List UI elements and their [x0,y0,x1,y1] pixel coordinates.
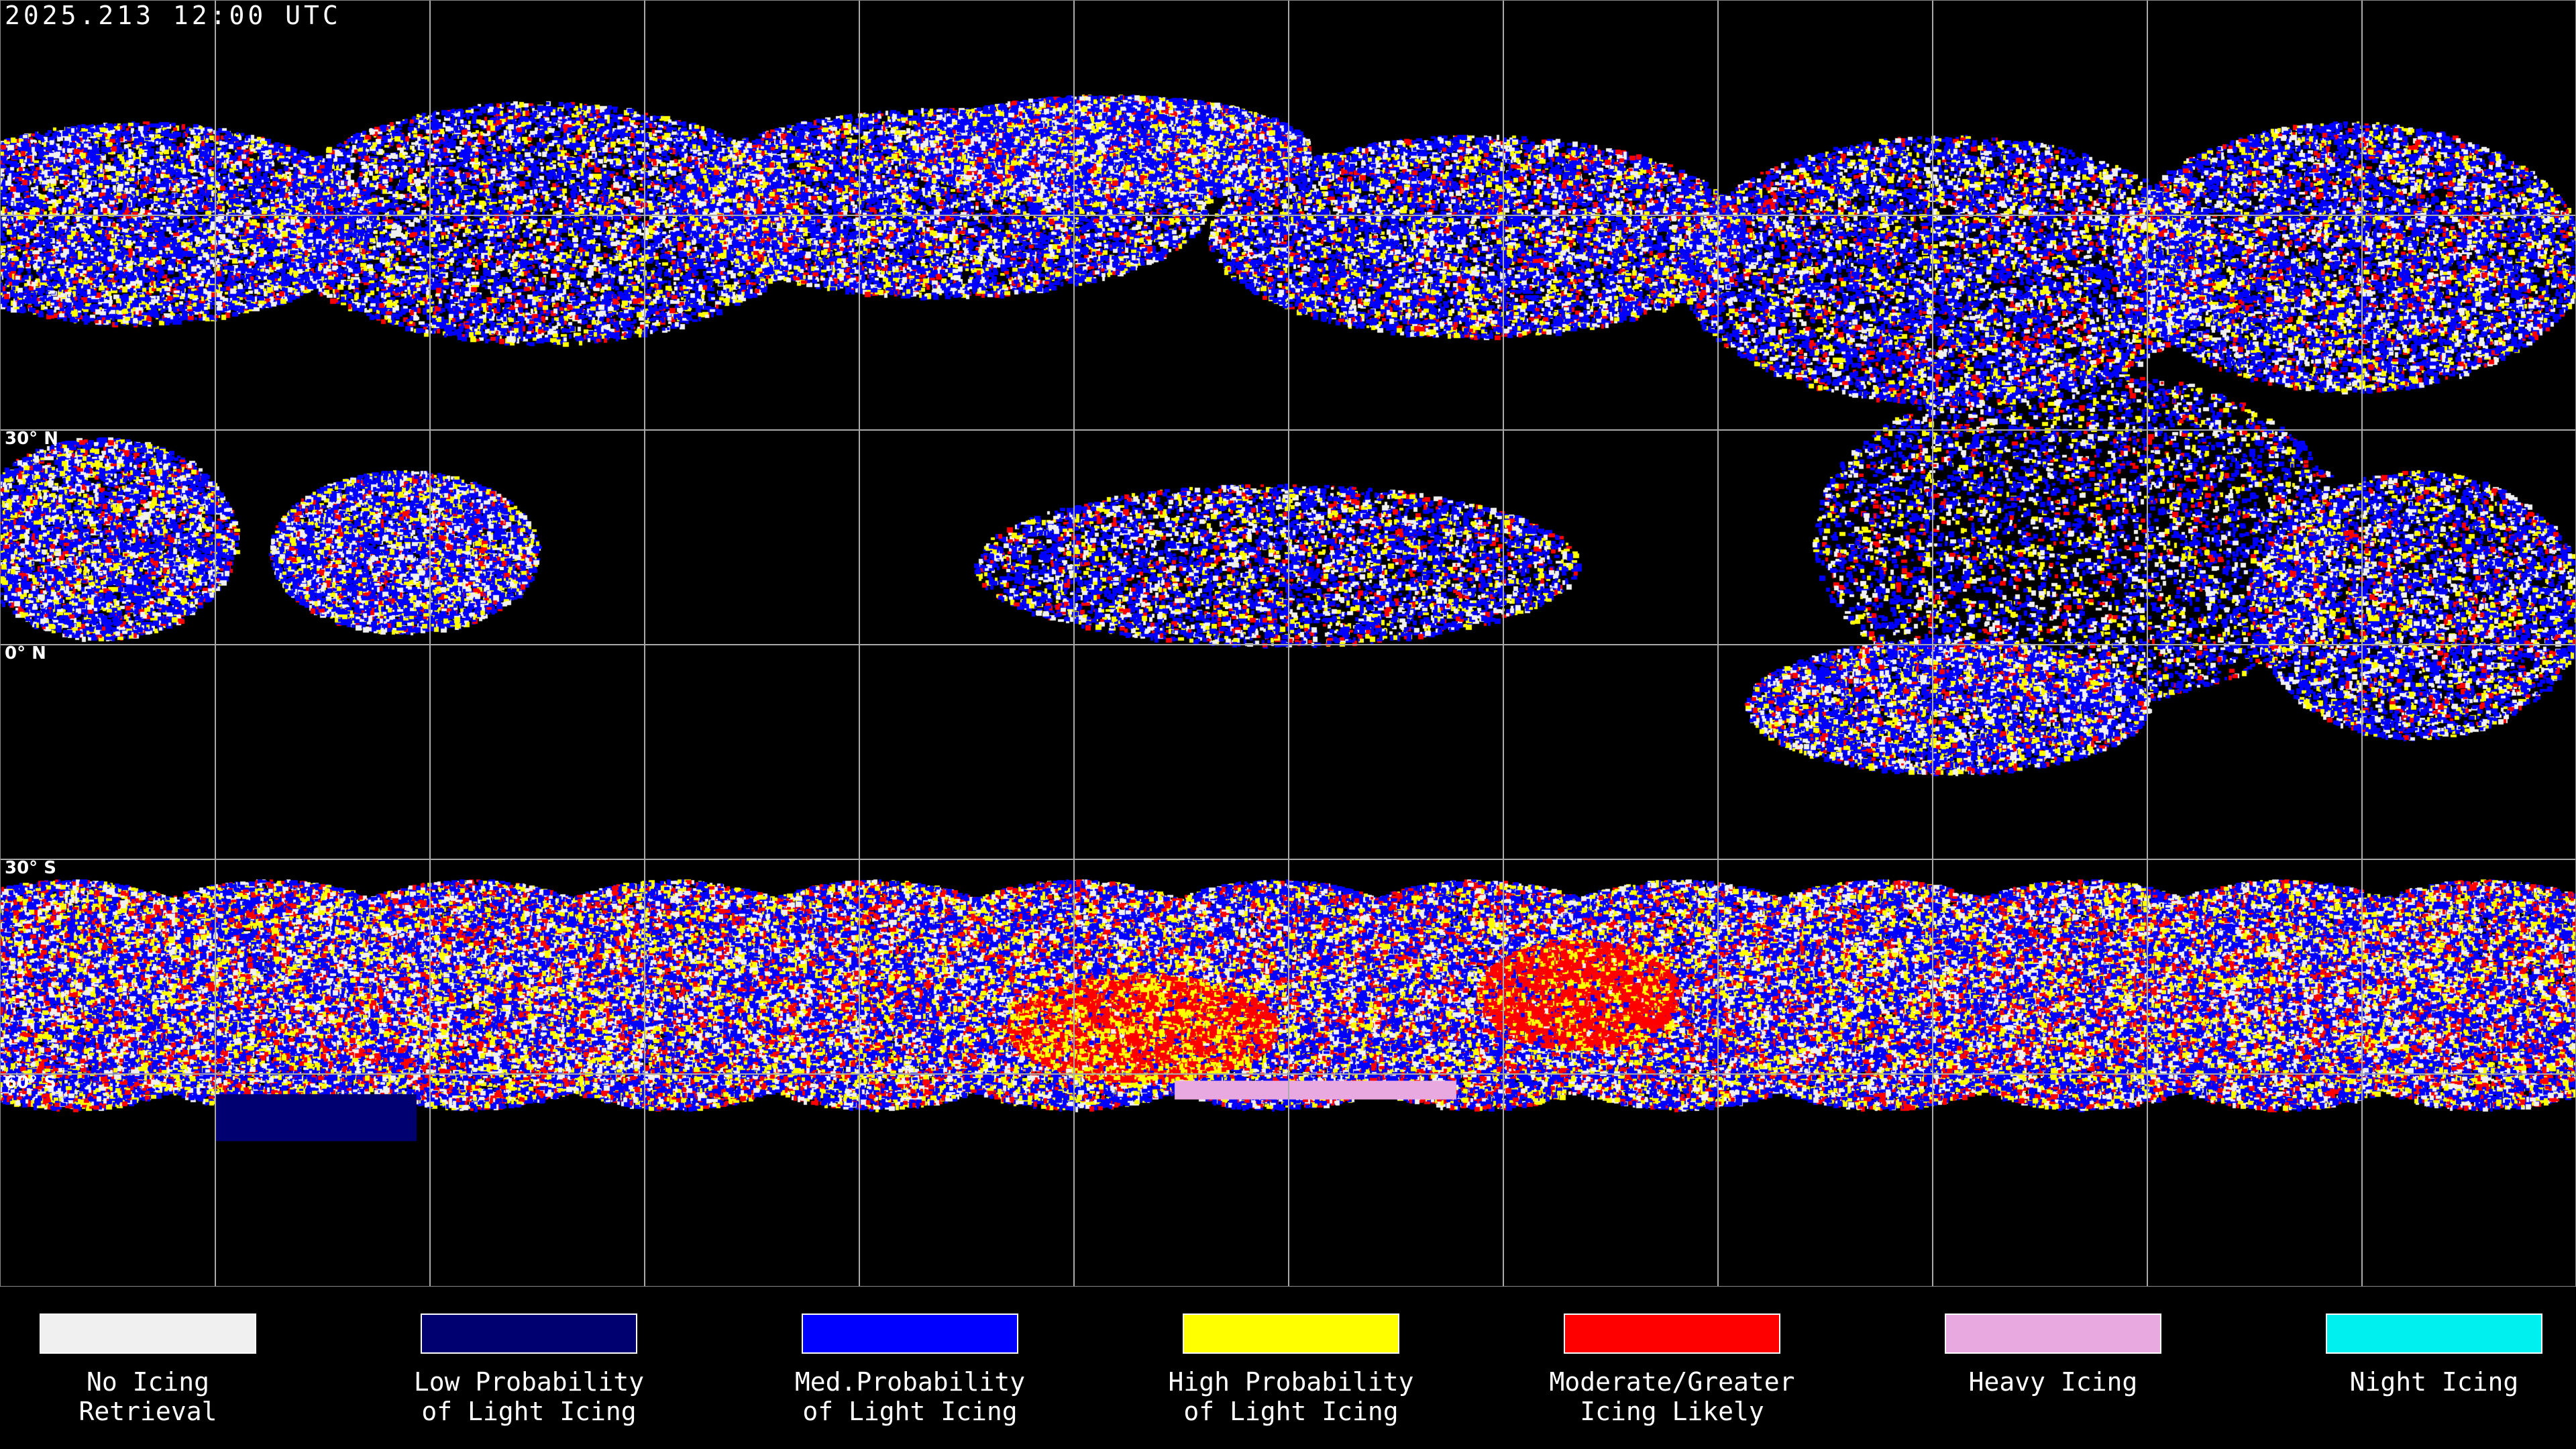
lat-label-30s: 30° S [5,858,56,878]
icing-map: 2025.213 12:00 UTC 30° N 0° N 30° S 60° … [0,0,2576,1287]
legend-label: Moderate/Greater Icing Likely [1549,1367,1795,1426]
legend-label: Med.Probability of Light Icing [794,1367,1026,1426]
legend-label: No Icing Retrieval [78,1367,217,1426]
legend-swatch [1945,1313,2161,1354]
legend-swatch [421,1313,637,1354]
legend-label: High Probability of Light Icing [1168,1367,1414,1426]
legend-label: Low Probability of Light Icing [413,1367,645,1426]
legend-swatch [1183,1313,1399,1354]
legend-swatch [2326,1313,2542,1354]
legend: No Icing Retrieval Low Probability of Li… [0,1287,2576,1449]
lat-label-30n: 30° N [5,429,58,449]
legend-swatch [802,1313,1018,1354]
lat-label-0n: 0° N [5,643,46,663]
legend-swatch [1564,1313,1780,1354]
lat-lon-grid [1,1,2575,1286]
legend-label: Night Icing [2349,1367,2519,1397]
legend-swatch [40,1313,256,1354]
timestamp-title: 2025.213 12:00 UTC [5,1,341,30]
lat-label-60s: 60° S [5,1073,56,1093]
legend-label: Heavy Icing [1968,1367,2138,1397]
